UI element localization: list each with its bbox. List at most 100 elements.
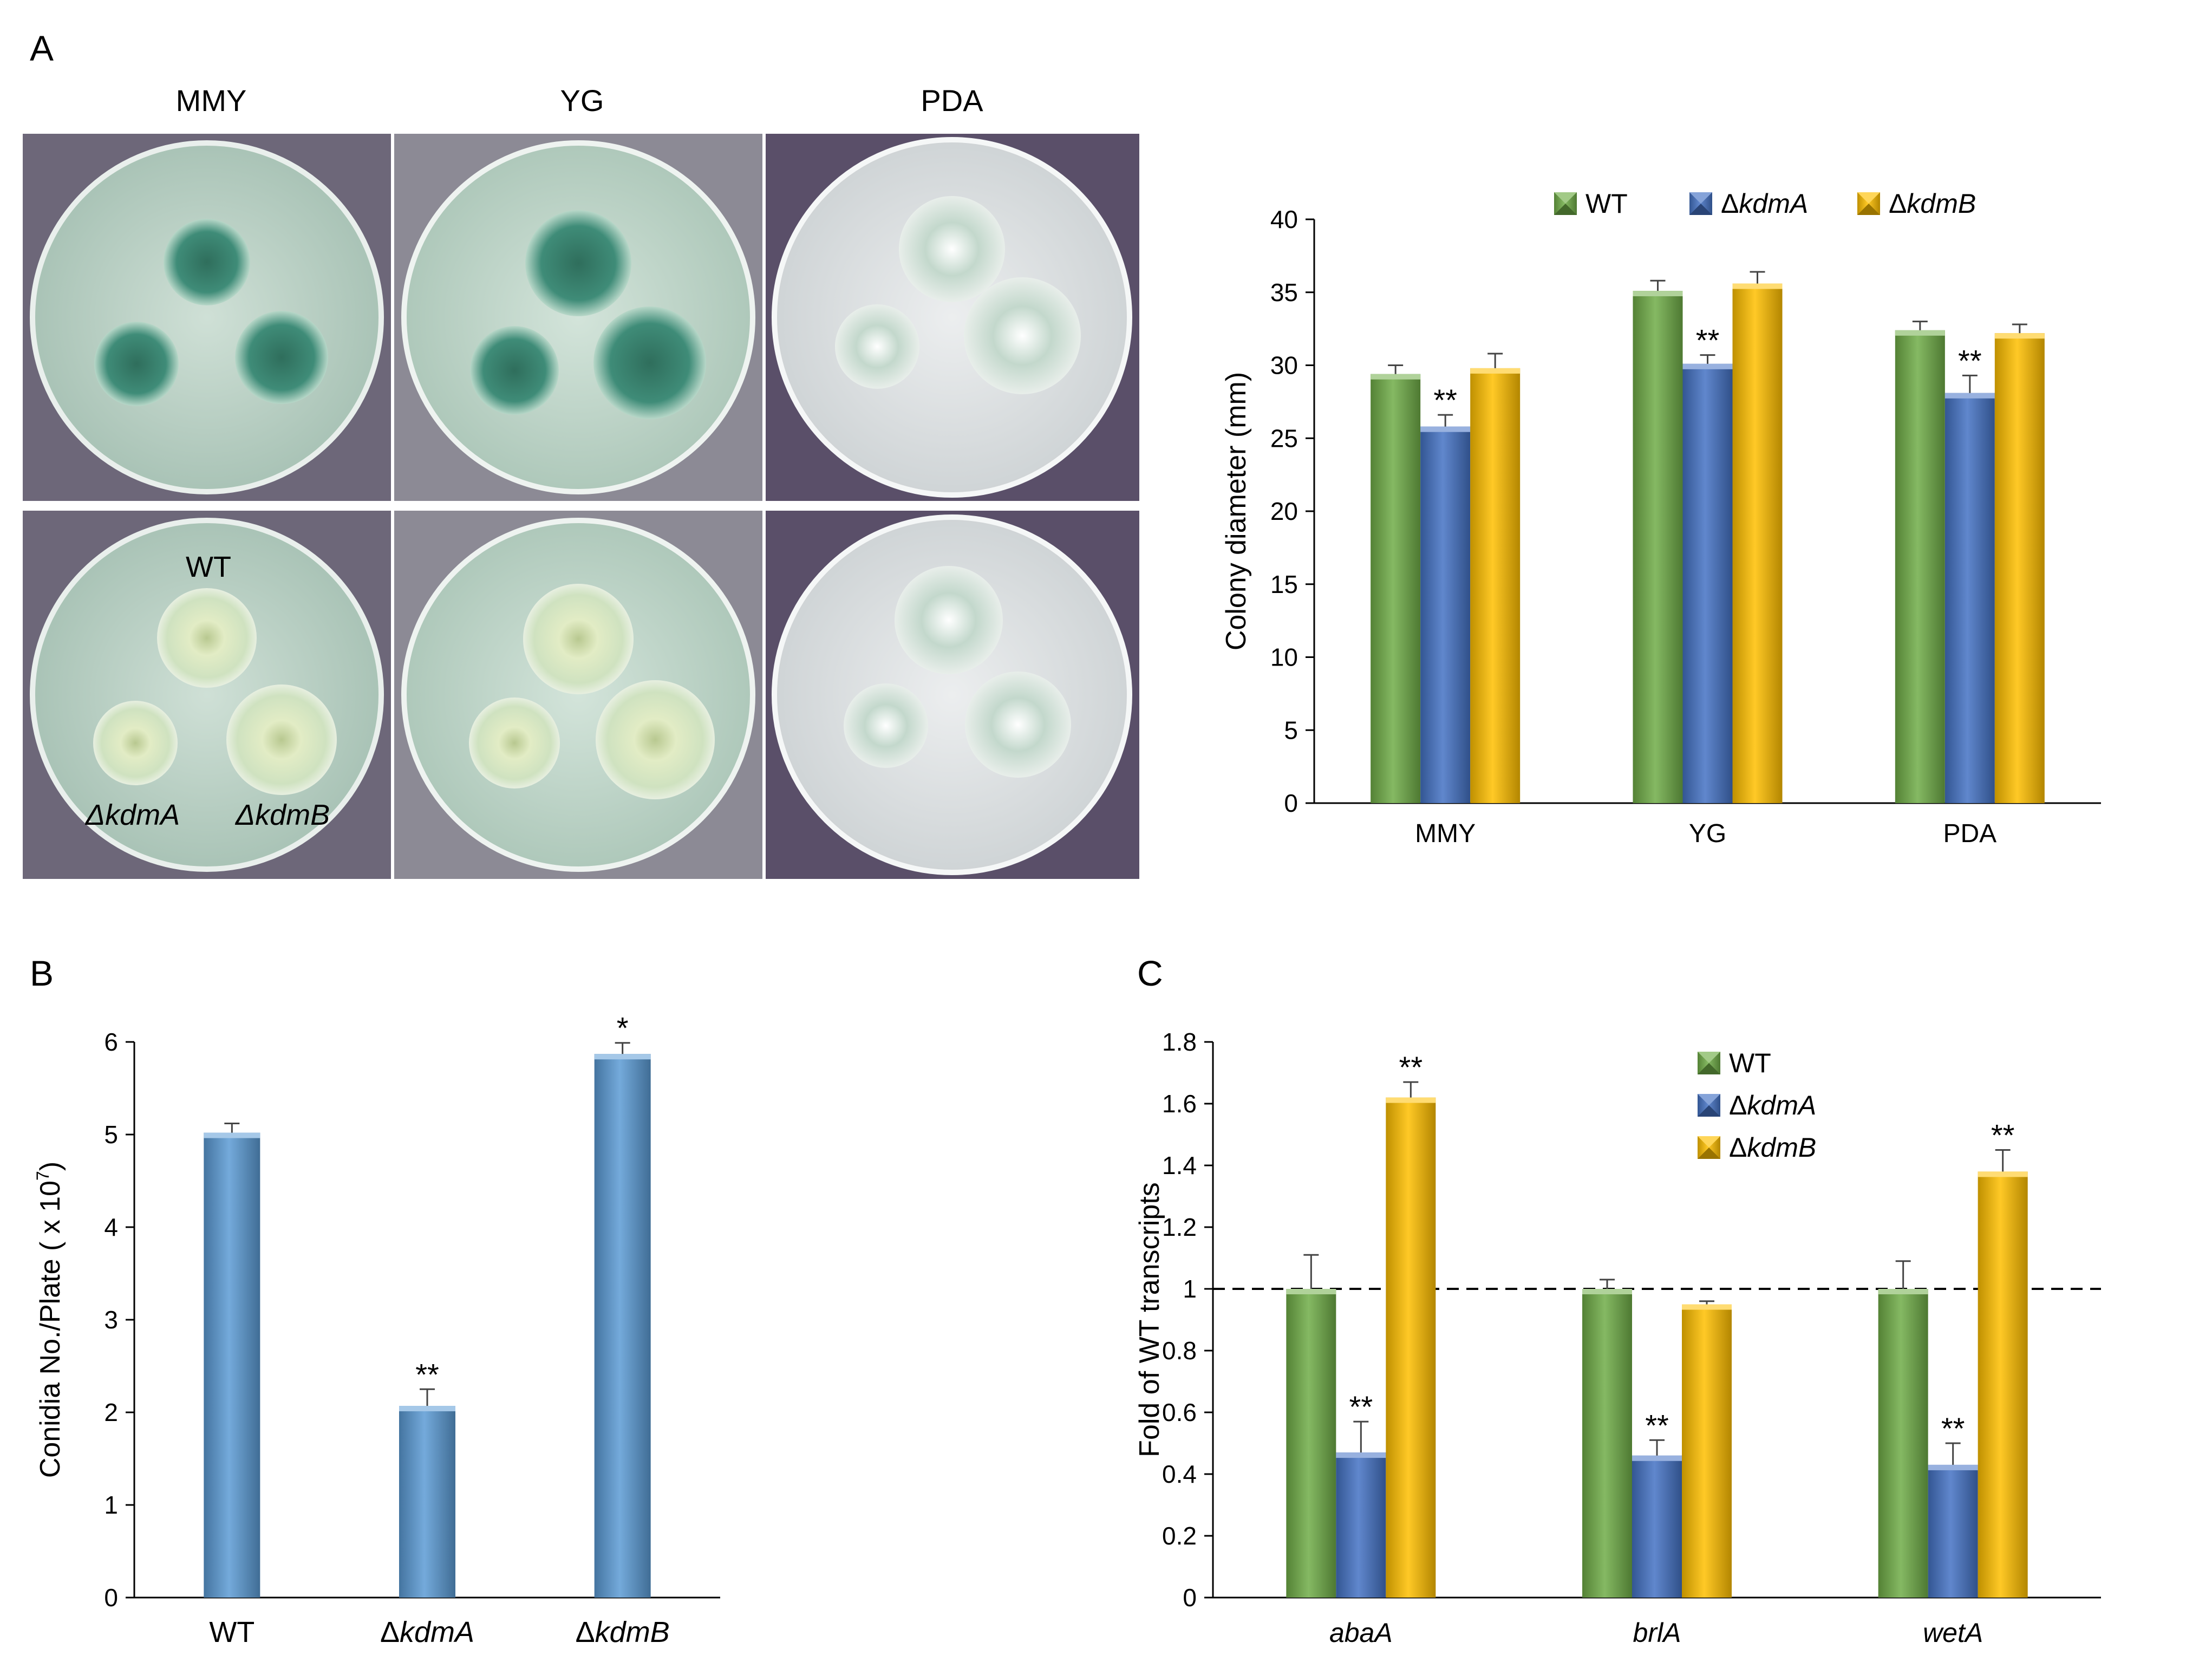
significance-label: **	[1696, 323, 1720, 357]
panel-label-a: A	[30, 28, 54, 68]
y-tick-label: 5	[1284, 716, 1298, 744]
bar	[1336, 1452, 1386, 1598]
significance-label: **	[1991, 1118, 2015, 1152]
y-axis-label-exponent: 7	[33, 1171, 53, 1181]
bar	[1371, 374, 1421, 803]
y-tick-label: 15	[1270, 570, 1298, 598]
chart-conidia: 0 1 2 3 4 5 6 Conidia No./Plate ( x 107) WT ΔkdmA…	[33, 1011, 720, 1648]
y-tick-label: 0	[104, 1583, 118, 1612]
y-tick-label: 2	[104, 1398, 118, 1426]
legend-swatch-facet	[1689, 204, 1712, 215]
y-tick-label: 0	[1284, 789, 1298, 817]
bar-highlight	[1895, 330, 1945, 336]
plate-label-kdmA: ΔkdmA	[84, 799, 180, 831]
x-category-label: abaA	[1329, 1618, 1393, 1648]
bar	[1978, 1171, 2028, 1598]
legend-swatch-facet	[1689, 192, 1712, 204]
legend-label-delta: Δ	[1721, 188, 1739, 219]
chart-colony-diameter: 0 5 10 15 20 25 30 35 40 Colony diameter (mm) MMY Y…	[1221, 188, 2101, 848]
y-tick-label: 10	[1270, 643, 1298, 672]
bar-highlight	[1732, 283, 1783, 289]
legend-swatch-facet	[1698, 1063, 1720, 1074]
bar	[1682, 1304, 1732, 1598]
legend-label-name: kdmA	[1747, 1090, 1816, 1120]
bar-highlight	[1682, 363, 1733, 369]
bar-highlight	[1945, 393, 1995, 399]
legend-swatch-facet	[1698, 1105, 1720, 1117]
y-tick-label: 3	[104, 1306, 118, 1334]
significance-label: **	[1399, 1050, 1423, 1084]
panel-label-c: C	[1137, 953, 1163, 993]
plate-yg-top	[394, 134, 762, 501]
bar	[1895, 330, 1945, 803]
plate-photo-grid: WT ΔkdmA ΔkdmB	[23, 134, 1139, 879]
bar-highlight	[1420, 426, 1471, 432]
y-tick-label: 0.6	[1162, 1398, 1197, 1426]
legend-swatch-facet	[1698, 1052, 1720, 1063]
bar	[1878, 1289, 1928, 1598]
bar	[1682, 363, 1733, 803]
x-category-label: brlA	[1633, 1618, 1681, 1648]
legend-label-name: kdmA	[1739, 188, 1808, 219]
bar	[204, 1132, 260, 1598]
bar-highlight	[1371, 374, 1421, 380]
bar	[1928, 1464, 1978, 1598]
bar	[1420, 426, 1471, 803]
chart-transcripts: 0 0.2 0.4 0.6 0.8 1 1.2 1.4 1.6 1.8 Fold of WT tra…	[1134, 1028, 2101, 1648]
plate-mmy-bottom	[23, 511, 391, 879]
x-category-label-delta: Δ	[380, 1616, 400, 1648]
bar	[1732, 283, 1783, 803]
y-tick-label: 1.2	[1162, 1213, 1197, 1241]
y-tick-label: 1	[1183, 1275, 1197, 1303]
y-tick-label: 0.2	[1162, 1522, 1197, 1550]
significance-label: **	[1645, 1408, 1669, 1442]
bar-highlight	[1878, 1289, 1928, 1294]
y-tick-label: 40	[1270, 205, 1298, 233]
x-category-label: wetA	[1923, 1618, 1983, 1648]
bar-highlight	[1336, 1452, 1386, 1458]
bar-highlight	[1994, 333, 2045, 339]
y-tick-label: 1.6	[1162, 1090, 1197, 1118]
legend-label-delta: Δ	[1729, 1132, 1747, 1163]
bar-highlight	[1928, 1464, 1978, 1470]
y-tick-label: 30	[1270, 351, 1298, 380]
x-category-label-name: kdmB	[595, 1616, 670, 1648]
plate-mmy-top	[23, 134, 391, 501]
y-axis-label-end: )	[35, 1162, 66, 1171]
x-category-label: ΔkdmA	[380, 1616, 474, 1648]
legend-label: ΔkdmA	[1729, 1090, 1816, 1120]
bar	[1632, 1455, 1682, 1598]
legend-label: ΔkdmA	[1721, 188, 1808, 219]
bar	[399, 1406, 455, 1598]
bar-highlight	[1286, 1289, 1336, 1294]
y-tick-label: 5	[104, 1120, 118, 1149]
bar	[1633, 291, 1683, 803]
legend-swatch-facet	[1698, 1094, 1720, 1105]
significance-label: **	[1941, 1411, 1965, 1445]
bar-highlight	[1470, 368, 1521, 374]
x-category-label: WT	[209, 1616, 255, 1648]
legend-label-name: kdmB	[1907, 188, 1976, 219]
y-tick-label: 1.4	[1162, 1151, 1197, 1179]
y-tick-label: 35	[1270, 278, 1298, 307]
bar	[1994, 333, 2045, 803]
significance-label: **	[1433, 383, 1457, 417]
media-label-mmy: MMY	[176, 83, 247, 118]
bar	[1386, 1097, 1436, 1598]
legend-label: ΔkdmB	[1889, 188, 1976, 219]
y-tick-label: 1	[104, 1491, 118, 1519]
y-tick-label: 6	[104, 1028, 118, 1056]
media-label-yg: YG	[560, 83, 604, 118]
legend-label: WT	[1585, 188, 1628, 219]
bar-highlight	[1582, 1289, 1632, 1294]
legend-swatch-facet	[1857, 204, 1880, 215]
legend-swatch-facet	[1698, 1148, 1720, 1159]
y-axis-label: Colony diameter (mm)	[1221, 372, 1252, 650]
bar-highlight	[1386, 1097, 1436, 1103]
bar	[1582, 1289, 1632, 1598]
y-tick-label: 20	[1270, 497, 1298, 525]
legend-label: ΔkdmB	[1729, 1132, 1816, 1163]
